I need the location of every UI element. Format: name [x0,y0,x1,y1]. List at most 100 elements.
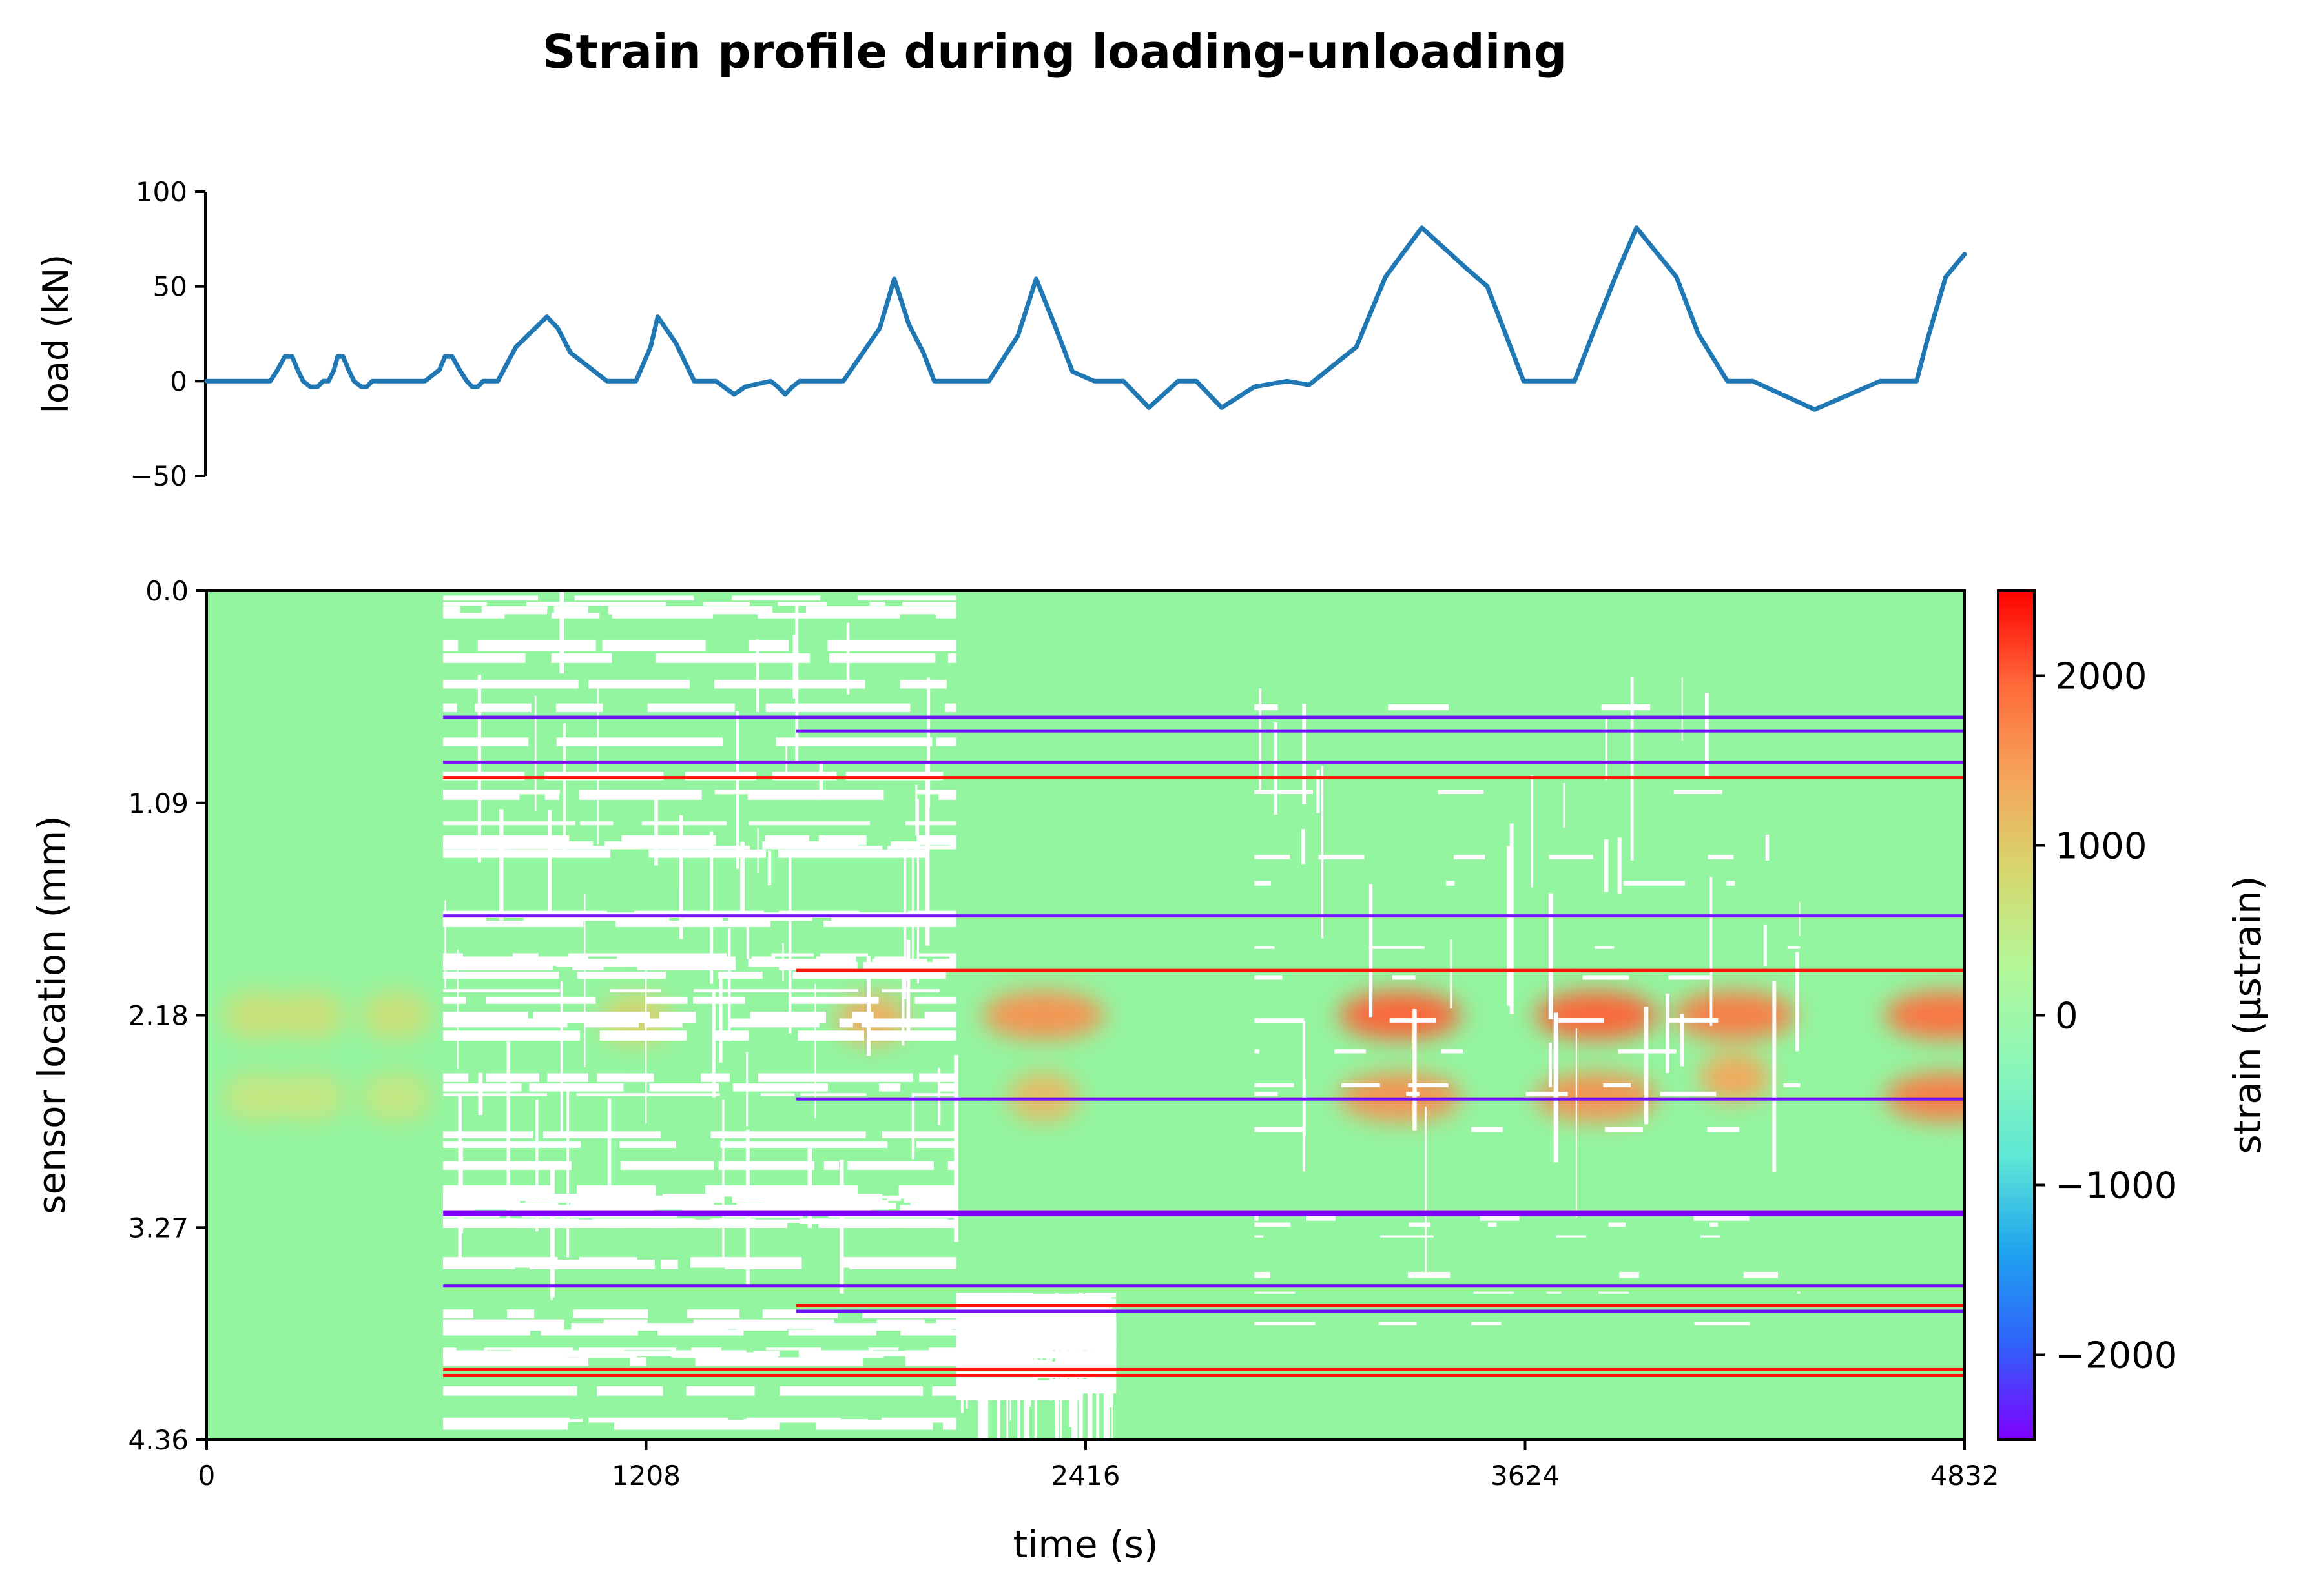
colorbar-tick-label: 2000 [2055,656,2147,698]
heatmap-missing-cell [916,790,956,795]
heatmap-missing-cell [691,1347,722,1351]
heatmap-missing-cell [695,1357,863,1366]
heatmap-missing-streak [1073,1329,1078,1440]
heatmap-missing-streak [458,1094,462,1258]
heatmap-missing-cell [1660,1092,1717,1096]
heatmap-missing-cell [1619,1271,1639,1278]
heatmap-missing-streak [1509,823,1514,1014]
heatmap-missing-cell [443,972,559,979]
heatmap-missing-streak [1799,902,1801,936]
heatmap-missing-cell [533,1012,650,1023]
heatmap-missing-cell [1453,855,1485,860]
heatmap-missing-streak [756,639,759,713]
heatmap-missing-cell [758,613,900,619]
heatmap-hotspot [1884,1072,1965,1122]
heatmap-missing-cell [1603,1083,1631,1087]
heatmap-missing-streak [1015,1300,1019,1389]
heatmap-missing-streak [1605,718,1607,781]
heatmap-missing-cell [904,1220,931,1228]
heatmap-missing-cell [556,737,723,746]
heatmap-missing-streak [1079,1293,1083,1440]
heatmap-missing-cell [718,1161,815,1170]
heatmap-missing-streak [974,1313,978,1345]
heatmap-missing-cell [900,680,947,689]
heatmap-missing-streak [1709,877,1713,1026]
heatmap-missing-cell [1441,1049,1463,1054]
heatmap-missing-cell [1558,1018,1604,1023]
heatmap-missing-cell [898,1185,956,1197]
heatmap-missing-cell [602,640,706,651]
heatmap-missing-cell [443,1073,469,1082]
heatmap-missing-cell [542,1131,661,1138]
heatmap-missing-streak [736,711,739,869]
heatmap-missing-cell [615,920,771,927]
heatmap-missing-cell [670,1350,747,1358]
heatmap-missing-cell [649,1083,719,1092]
heatmap-missing-streak [1006,1308,1010,1395]
heatmap-missing-cell [823,920,956,927]
heatmap-missing-cell [443,996,466,1004]
heatmap-missing-streak [559,591,564,674]
heatmap-missing-cell [1673,790,1722,795]
heatmap-y-ticks: 0.0 1.09 2.18 3.27 4.36 [128,575,207,1456]
heatmap-missing-cell [443,1012,528,1023]
heatmap-missing-cell [694,989,858,992]
heatmap-missing-streak [1046,1337,1049,1371]
heatmap-missing-cell [443,1257,558,1268]
heatmap-missing-cell [443,1357,589,1366]
heatmap-missing-cell [443,1093,548,1096]
heatmap-missing-cell [576,1185,656,1197]
heatmap-missing-cell [443,602,487,606]
heatmap-missing-cell [486,996,596,1004]
heatmap-missing-cell [1254,1271,1270,1278]
heatmap-missing-streak [1049,1309,1053,1401]
heatmap-missing-cell [443,920,584,927]
heatmap-x-tick-label: 3624 [1491,1460,1560,1491]
heatmap-missing-streak [1111,1333,1113,1440]
heatmap-missing-cell [1334,1049,1367,1054]
heatmap-missing-streak [563,723,566,854]
heatmap-missing-cell [443,1420,568,1430]
heatmap-missing-cell [1392,975,1416,980]
heatmap-missing-streak [1025,1315,1027,1440]
heatmap-missing-cell [1254,1222,1291,1227]
heatmap-missing-cell [1707,1127,1740,1132]
heatmap-missing-cell [619,1141,676,1148]
heatmap-missing-streak [814,983,816,1118]
heatmap-missing-cell [939,1083,956,1092]
heatmap-missing-cell [762,1200,889,1210]
heatmap-missing-cell [1086,1376,1117,1381]
heatmap-missing-cell [916,1141,956,1148]
heatmap-missing-streak [1000,1300,1005,1380]
heatmap-missing-streak [807,1148,812,1229]
heatmap-missing-cell [1306,1214,1336,1221]
heatmap-missing-streak [722,1099,725,1258]
heatmap-missing-cell [556,703,603,713]
heatmap-missing-cell [580,821,614,826]
heatmap-missing-streak [1040,1315,1043,1368]
heatmap-missing-cell [597,1073,654,1082]
heatmap-missing-cell [710,1131,866,1138]
heatmap-missing-cell [608,606,773,615]
heatmap-missing-cell [512,953,539,957]
heatmap-missing-cell [443,595,538,601]
heatmap-missing-cell [732,595,821,601]
heatmap-missing-streak [963,1342,967,1376]
heatmap-missing-cell [714,1030,749,1041]
heatmap-hotspot [1673,990,1796,1040]
heatmap-missing-cell [475,703,532,713]
heatmap-missing-streak [478,1072,483,1116]
heatmap-missing-streak [1680,1014,1684,1067]
heatmap-missing-cell [720,1141,888,1148]
heatmap-missing-cell [823,1161,840,1170]
heatmap-missing-cell [611,790,687,795]
heatmap-missing-cell [891,841,920,850]
heatmap-missing-streak [1630,677,1634,861]
heatmap-missing-streak [916,799,919,984]
heatmap-missing-cell [732,1083,828,1092]
heatmap-missing-cell [551,653,612,663]
heatmap-missing-cell [443,606,460,615]
heatmap-missing-cell [579,1257,637,1268]
heatmap-missing-cell [1254,855,1290,860]
heatmap-missing-cell [750,1196,791,1199]
